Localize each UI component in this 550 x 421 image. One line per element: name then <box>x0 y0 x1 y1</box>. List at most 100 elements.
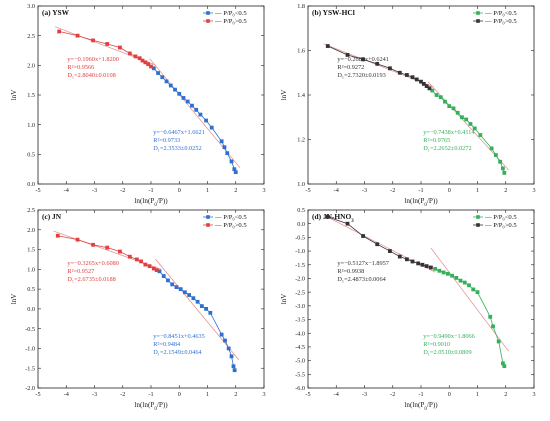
x-tick-label: -1 <box>148 391 153 398</box>
data-point <box>488 314 493 319</box>
x-tick-label: -1 <box>148 187 153 194</box>
y-tick-label: -3.5 <box>295 317 305 324</box>
data-point <box>427 86 432 91</box>
fit-annotation: y=−0.7438x+0.4114 <box>423 129 475 136</box>
x-tick-label: -5 <box>35 187 40 194</box>
data-point <box>438 95 443 100</box>
data-point <box>151 66 156 71</box>
fit-annotation: y=−0.8451x+0.4635 <box>153 333 205 340</box>
data-point <box>143 60 148 65</box>
data-point <box>428 265 433 270</box>
y-axis-title: lnV <box>10 89 18 101</box>
y-tick-label: 1.0 <box>27 266 35 273</box>
y-tick-label: -4.0 <box>295 330 305 337</box>
fit-line <box>149 58 241 169</box>
fit-annotation: R²=0.9484 <box>153 341 181 348</box>
y-tick-label: -1.0 <box>25 346 35 353</box>
x-tick-label: -5 <box>35 391 40 398</box>
x-tick-label: -2 <box>390 391 395 398</box>
data-point <box>445 271 450 276</box>
legend-marker <box>476 11 480 15</box>
data-point <box>233 170 238 175</box>
x-tick-label: 0 <box>178 187 181 194</box>
x-tick-label: 0 <box>178 391 181 398</box>
legend-marker <box>206 11 210 15</box>
data-point <box>345 221 350 226</box>
fit-annotation: D₁=2.6735±0.0188 <box>67 276 115 283</box>
y-axis-title: lnV <box>280 89 288 101</box>
fit-annotation: R²=0.9938 <box>337 268 364 275</box>
legend-label: — P/P₀<0.5 <box>484 10 517 17</box>
legend-marker <box>476 223 480 227</box>
data-point <box>491 324 495 329</box>
data-point <box>154 268 159 273</box>
data-point <box>410 75 415 80</box>
data-point <box>140 58 145 63</box>
x-tick-label: -3 <box>362 391 367 398</box>
data-point <box>231 364 236 369</box>
data-point <box>229 354 234 359</box>
x-tick-label: -2 <box>390 187 395 194</box>
data-point <box>223 338 227 343</box>
data-point <box>194 107 199 112</box>
legend-label: — P/P₀>0.5 <box>214 18 247 25</box>
data-point <box>397 254 402 259</box>
legend-marker <box>206 19 210 23</box>
fit-annotation: D₁=2.7320±0.0193 <box>337 72 385 79</box>
data-point <box>375 61 380 66</box>
data-point <box>375 242 380 247</box>
data-point <box>450 273 454 278</box>
y-tick-label: -4.5 <box>295 344 305 351</box>
legend-marker <box>476 215 480 219</box>
y-tick-label: 0.5 <box>297 207 305 214</box>
x-tick-label: -1 <box>418 391 423 398</box>
data-point <box>502 364 507 368</box>
x-tick-label: -3 <box>92 187 97 194</box>
series-line <box>153 68 237 173</box>
data-point <box>498 159 502 164</box>
data-point <box>462 280 467 285</box>
data-point <box>185 99 190 104</box>
x-tick-label: -4 <box>334 187 339 194</box>
data-point <box>397 70 402 75</box>
data-point <box>164 79 169 84</box>
y-tick-label: -0.5 <box>25 326 35 333</box>
data-point <box>420 262 425 267</box>
fit-annotation: y=−0.5127x−1.8957 <box>337 260 389 267</box>
x-tick-label: 2 <box>234 391 237 398</box>
data-point <box>147 264 152 269</box>
data-point <box>460 115 464 120</box>
data-point <box>430 88 435 93</box>
fit-annotation: y=−0.9490x−1.8066 <box>423 333 475 340</box>
x-tick-label: 3 <box>532 391 535 398</box>
data-point <box>454 276 459 280</box>
x-axis-title: ln(ln(P0/P)) <box>134 401 168 412</box>
data-point <box>416 261 421 266</box>
data-point <box>388 249 392 253</box>
y-tick-label: -6.0 <box>295 385 305 392</box>
data-point <box>91 242 95 247</box>
x-axis-title: ln(ln(P0/P)) <box>404 401 438 412</box>
y-tick-label: 0.0 <box>27 306 35 313</box>
data-point <box>134 257 139 262</box>
data-point <box>404 257 409 262</box>
x-tick-label: 0 <box>448 391 451 398</box>
x-tick-label: -3 <box>92 391 97 398</box>
y-tick-label: -5.0 <box>295 358 305 365</box>
data-point <box>187 293 192 297</box>
data-point <box>434 93 439 97</box>
x-tick-label: -3 <box>362 187 367 194</box>
data-point <box>501 361 505 366</box>
y-tick-label: -2.0 <box>25 385 35 392</box>
data-point <box>404 73 409 77</box>
data-point <box>475 290 480 295</box>
data-point <box>208 310 213 315</box>
chart-panel-4: -5 -4 -3 -2 -1 0 1 2 3 -6.0 -5.5 -5.0 -4.5 -4.0 -3.5 -3… <box>280 207 536 411</box>
y-tick-label: 2.5 <box>27 33 35 40</box>
y-tick-label: 1.5 <box>27 92 35 99</box>
fit-annotation: R²=0.9272 <box>337 64 364 71</box>
x-tick-label: 3 <box>262 391 265 398</box>
fit-annotation: y=−0.6467x+1.6621 <box>153 129 205 136</box>
y-tick-label: -0.5 <box>295 234 305 241</box>
data-point <box>419 79 423 84</box>
